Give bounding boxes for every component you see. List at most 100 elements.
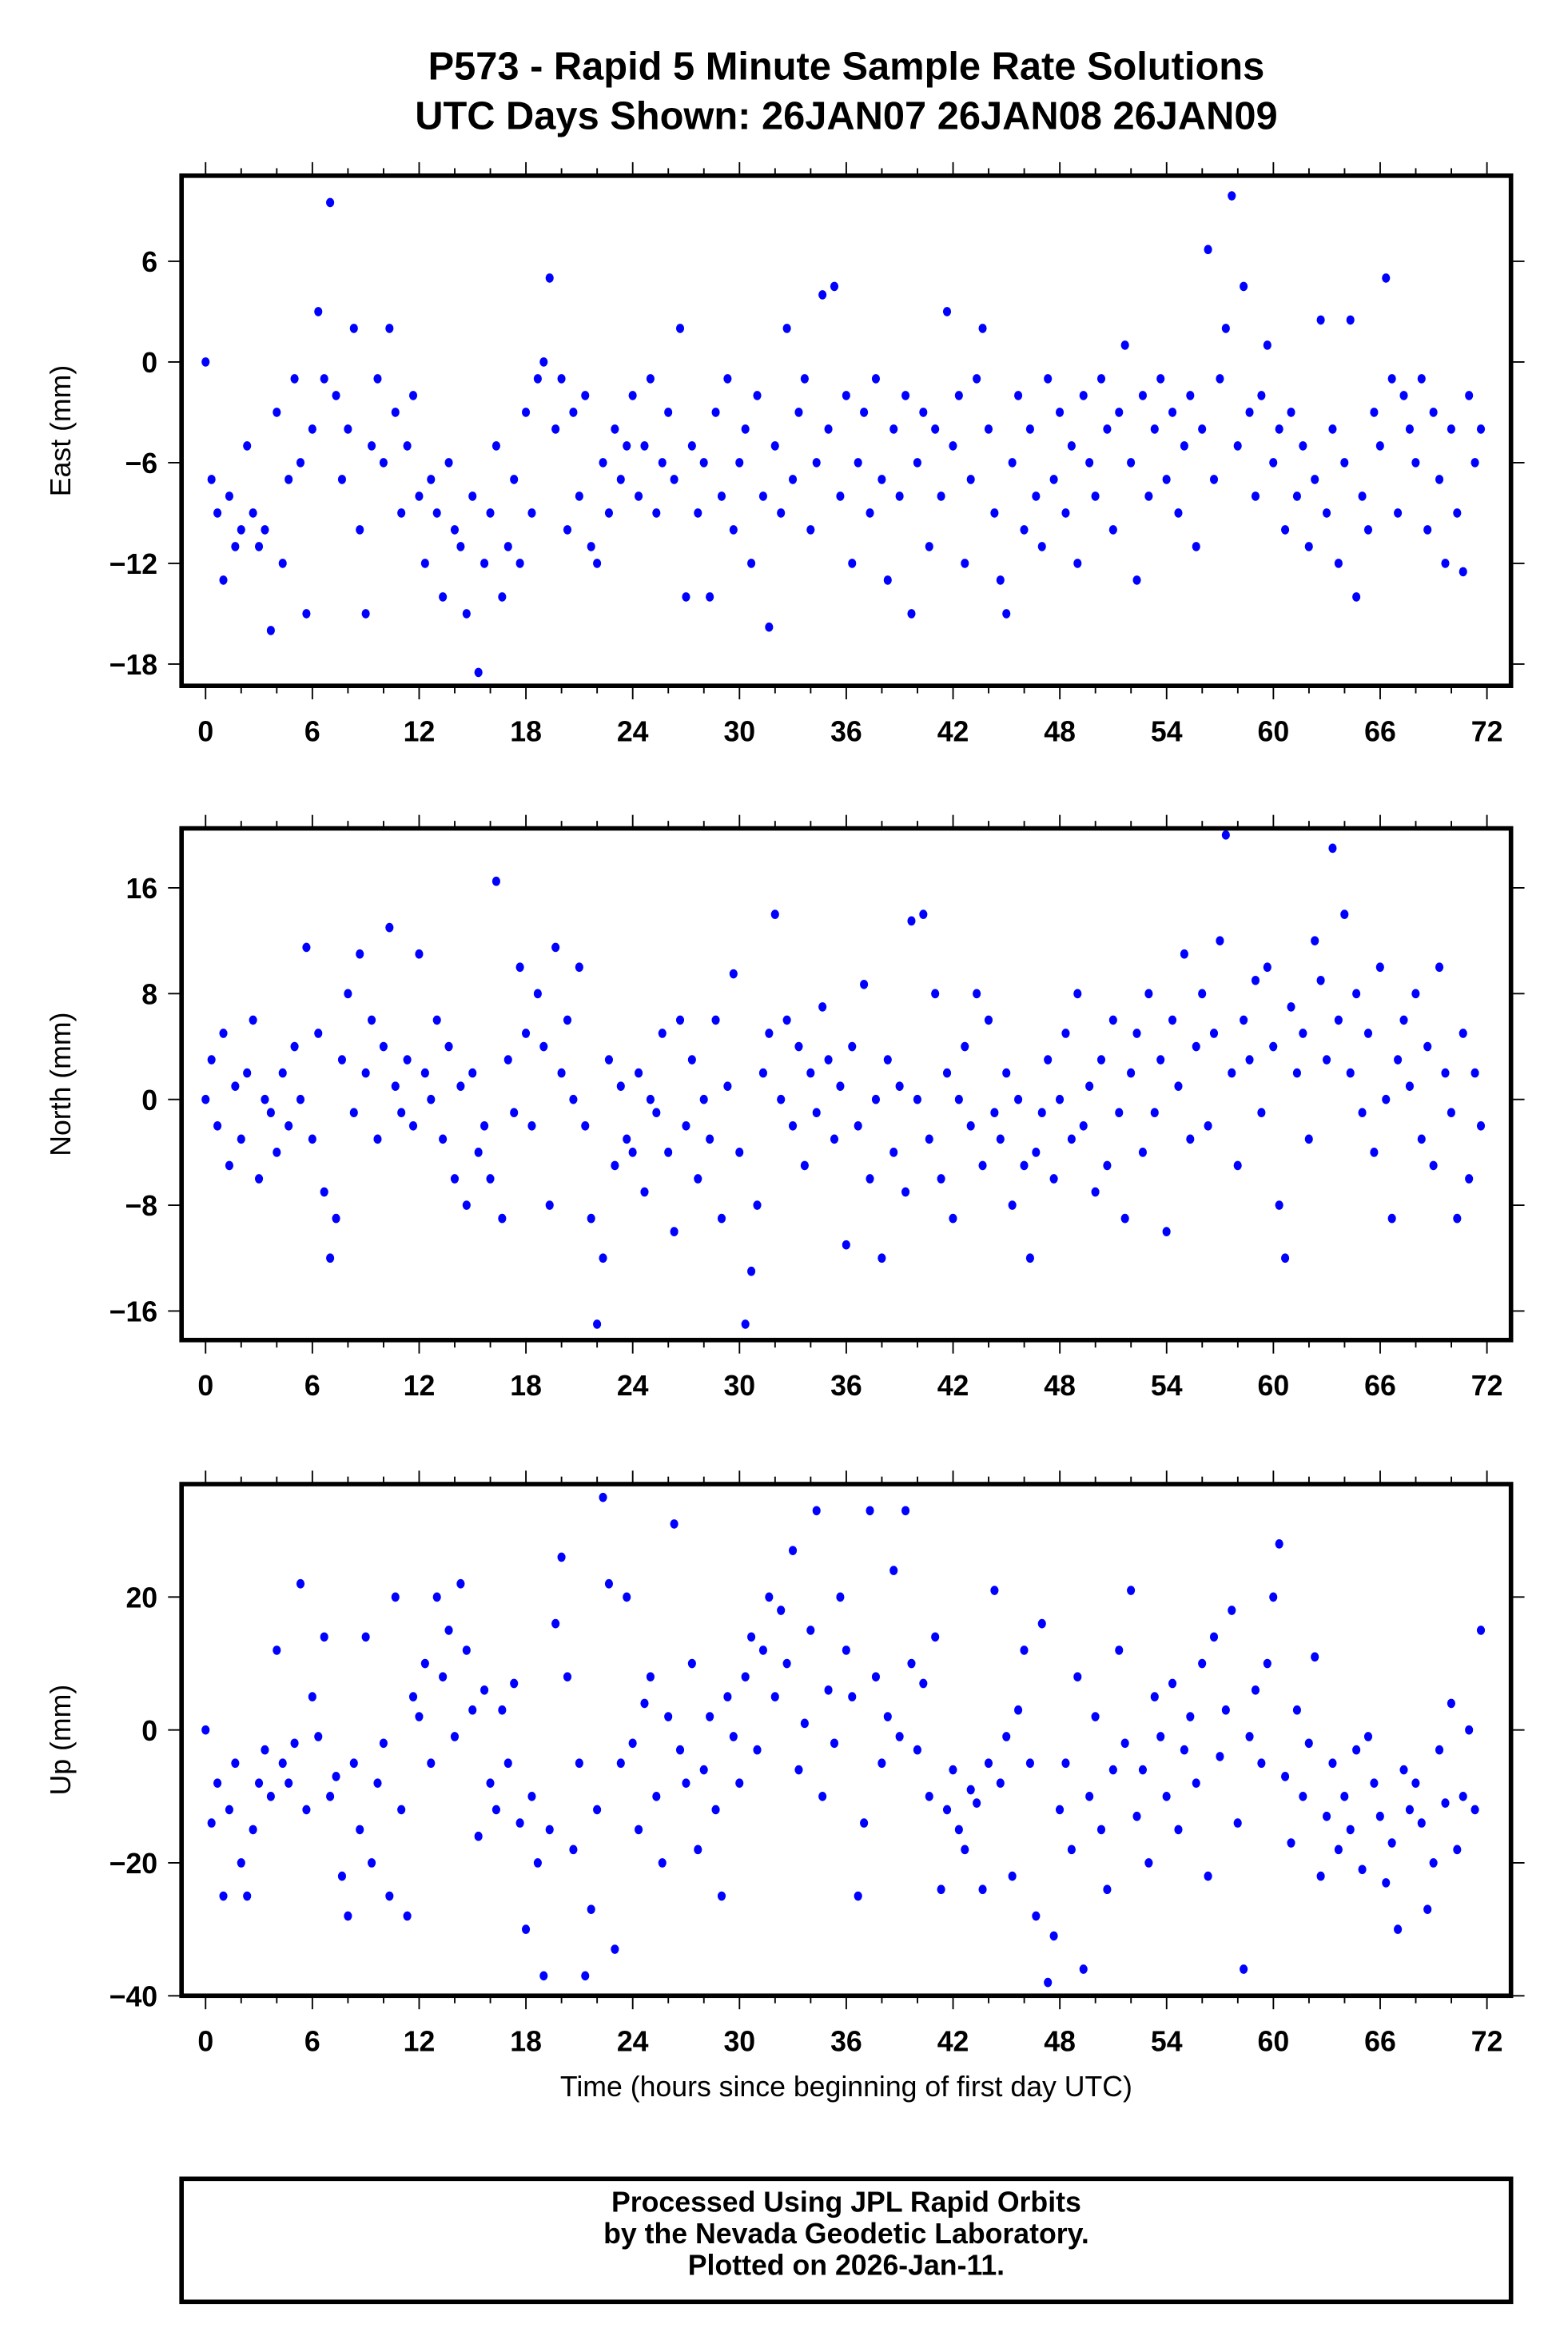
x-tick-label: 12 <box>404 2026 436 2058</box>
data-point <box>1245 1055 1254 1065</box>
data-point <box>628 1738 637 1749</box>
data-point <box>237 525 245 535</box>
data-point <box>1304 1738 1313 1749</box>
data-point <box>474 1831 483 1841</box>
data-point <box>575 1758 583 1769</box>
data-point <box>623 441 631 451</box>
data-point <box>1328 424 1337 434</box>
data-point <box>432 1015 441 1025</box>
x-tick-label: 18 <box>510 1370 542 1402</box>
data-point <box>1061 1029 1070 1038</box>
data-point <box>966 1785 975 1795</box>
data-point <box>1411 1778 1420 1789</box>
data-point <box>1085 1791 1094 1801</box>
data-point <box>379 1041 388 1052</box>
data-point <box>1144 491 1153 501</box>
data-point <box>1180 949 1188 959</box>
data-point <box>515 1818 524 1828</box>
data-point <box>895 1081 904 1091</box>
data-point <box>1245 1732 1254 1741</box>
data-point <box>723 1081 732 1091</box>
plot-frame <box>179 173 1514 689</box>
data-point <box>604 508 614 518</box>
data-point <box>1127 1586 1136 1595</box>
data-point <box>420 1658 429 1669</box>
data-point <box>285 1120 293 1131</box>
data-point <box>444 1626 453 1635</box>
data-point <box>1221 1705 1230 1715</box>
data-point <box>961 1041 969 1052</box>
data-point <box>581 1971 590 1981</box>
data-point <box>747 1632 756 1642</box>
data-point <box>1115 408 1124 417</box>
data-point <box>278 1068 287 1078</box>
data-point <box>337 1055 347 1065</box>
data-point <box>758 1068 767 1078</box>
data-point <box>901 1506 910 1516</box>
data-point <box>634 1825 643 1835</box>
data-point <box>1245 408 1254 417</box>
data-point <box>450 1174 460 1184</box>
data-point <box>699 1094 708 1104</box>
data-point <box>966 475 975 484</box>
data-point <box>1044 1055 1053 1065</box>
data-point <box>824 1685 833 1695</box>
data-point <box>675 324 685 333</box>
data-point <box>758 1646 767 1655</box>
data-point <box>652 508 661 518</box>
data-point <box>794 408 803 417</box>
data-point <box>1055 1094 1065 1104</box>
data-point <box>1198 424 1207 434</box>
x-tick-label: 72 <box>1471 716 1503 748</box>
data-point <box>878 1253 886 1264</box>
data-point <box>1085 1081 1094 1091</box>
x-tick-label: 66 <box>1364 716 1396 748</box>
data-point <box>408 1692 418 1701</box>
data-point <box>640 1187 649 1197</box>
data-point <box>373 1134 382 1144</box>
data-point <box>308 424 316 434</box>
data-point <box>480 1685 489 1695</box>
data-point <box>1014 1094 1023 1104</box>
data-point <box>1304 1134 1313 1144</box>
data-point <box>1370 1778 1379 1789</box>
data-point <box>1103 424 1112 434</box>
data-point <box>237 1858 245 1868</box>
data-point <box>1316 315 1325 325</box>
data-point <box>1180 441 1188 451</box>
data-point <box>1275 1539 1283 1549</box>
data-point <box>521 408 531 417</box>
data-point <box>1334 1015 1343 1025</box>
x-tick-label: 42 <box>937 716 969 748</box>
data-point <box>1174 1825 1183 1835</box>
data-point <box>996 1134 1005 1144</box>
data-point <box>290 1041 299 1052</box>
data-point <box>812 1506 821 1516</box>
data-point <box>1020 1160 1029 1171</box>
data-point <box>1132 575 1141 585</box>
data-point <box>261 525 269 535</box>
data-point <box>1358 491 1367 501</box>
data-point <box>675 1015 685 1025</box>
data-point <box>711 1015 720 1025</box>
data-point <box>818 1002 827 1012</box>
data-point <box>942 1805 952 1815</box>
data-point <box>201 357 210 367</box>
data-point <box>1417 1134 1426 1144</box>
data-point <box>551 1618 560 1629</box>
data-point <box>1049 475 1058 484</box>
data-point <box>498 1213 507 1224</box>
data-point <box>699 1765 708 1775</box>
data-point <box>1091 491 1100 501</box>
data-point <box>557 374 566 384</box>
data-point <box>1322 1055 1331 1065</box>
data-point <box>1453 1845 1462 1855</box>
data-point <box>427 1758 436 1769</box>
y-axis-label: North (mm) <box>45 1013 77 1156</box>
data-point <box>539 1041 548 1052</box>
data-point <box>249 508 257 518</box>
data-point <box>800 374 809 384</box>
data-point <box>830 1738 839 1749</box>
data-point <box>498 1705 507 1715</box>
data-point <box>254 1174 264 1184</box>
